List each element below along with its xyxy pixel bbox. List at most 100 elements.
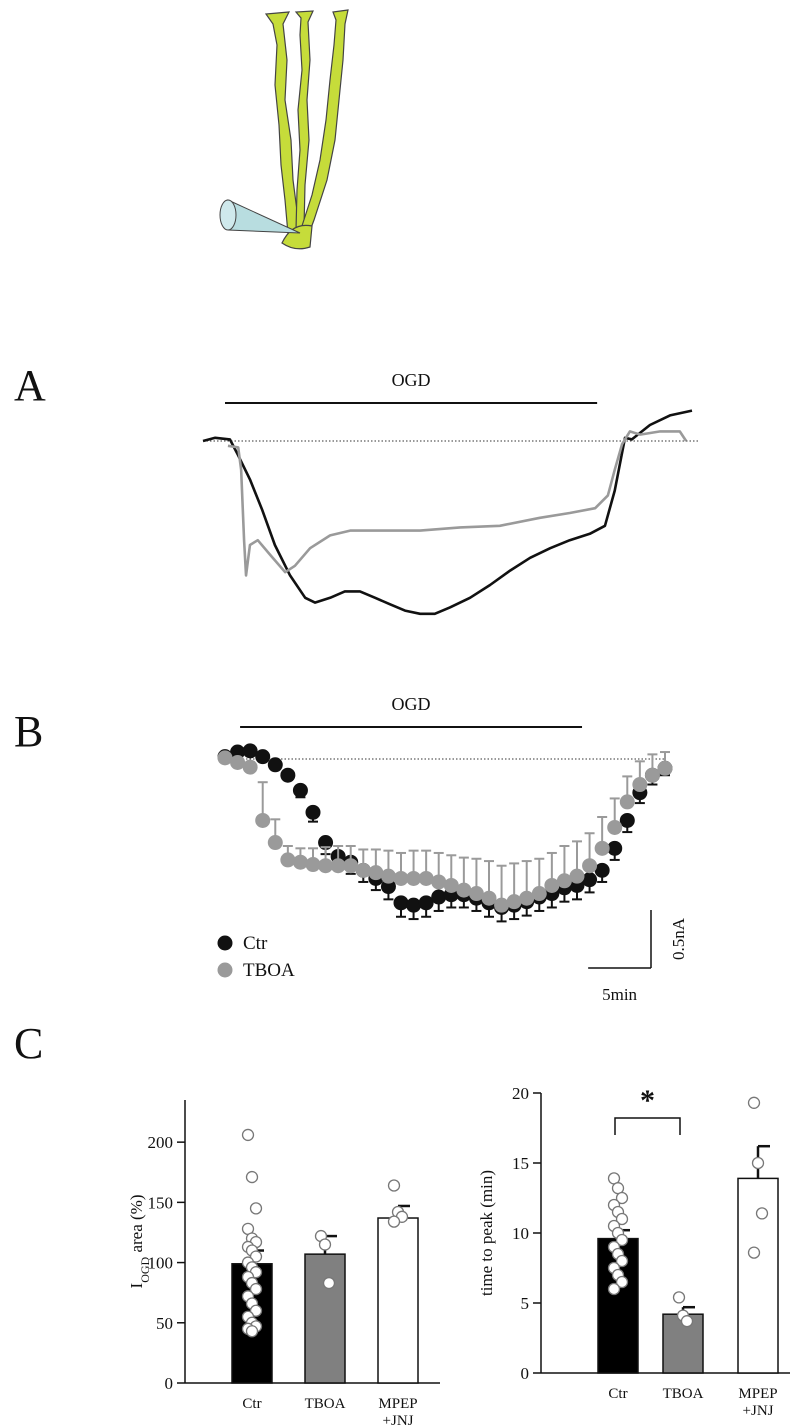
x-tick-label-line: +JNJ — [383, 1413, 414, 1428]
data-point — [322, 1276, 336, 1290]
data-point — [393, 870, 409, 886]
data-point — [607, 1282, 621, 1296]
pipette-opening — [219, 199, 237, 231]
data-point — [619, 794, 635, 810]
dendrite — [299, 9, 349, 237]
scale-bar-y-label: 0.5nA — [669, 917, 688, 960]
data-point — [456, 882, 472, 898]
data-point — [249, 1202, 263, 1215]
data-point — [544, 877, 560, 893]
legend-marker — [217, 935, 233, 951]
data-point — [632, 777, 648, 793]
data-point — [582, 858, 598, 874]
y-axis-label-part: area (%) — [127, 1195, 146, 1257]
y-axis-label-part: OGD — [138, 1256, 152, 1282]
data-point — [280, 767, 296, 783]
data-point — [569, 868, 585, 884]
y-tick-label: 200 — [148, 1133, 174, 1152]
data-point — [443, 877, 459, 893]
bar — [304, 1253, 346, 1384]
data-point — [217, 750, 233, 766]
data-point — [305, 857, 321, 873]
dendrite — [294, 10, 314, 231]
data-point — [393, 895, 409, 911]
data-point — [519, 890, 535, 906]
bar — [737, 1177, 779, 1374]
data-point — [406, 870, 422, 886]
x-tick-label-line: Ctr — [242, 1396, 261, 1412]
data-point — [267, 835, 283, 851]
neuron-illustration — [264, 9, 349, 250]
x-tick-label-line: MPEP — [378, 1396, 417, 1412]
y-tick-label: 0 — [165, 1374, 174, 1393]
legend-label: Ctr — [243, 933, 268, 954]
data-point — [242, 743, 258, 759]
panel-label: B — [14, 707, 43, 756]
legend-label: TBOA — [243, 960, 295, 981]
data-point — [672, 1291, 686, 1304]
data-point — [230, 744, 246, 760]
data-point — [607, 840, 623, 856]
ogd-label: OGD — [392, 370, 431, 390]
data-point — [594, 862, 610, 878]
y-tick-label: 100 — [148, 1254, 174, 1273]
data-point — [615, 1254, 629, 1268]
data-point — [751, 1156, 765, 1170]
legend-marker — [217, 962, 233, 978]
data-point — [615, 1233, 629, 1247]
y-axis-label-part: I — [127, 1282, 146, 1288]
data-point — [644, 767, 660, 783]
x-tick-label: TBOA — [663, 1386, 704, 1402]
trace — [227, 430, 688, 577]
y-tick-label: 10 — [512, 1224, 529, 1243]
y-axis-label: IOGD area (%) — [127, 1195, 152, 1289]
significance-bracket — [614, 1117, 681, 1135]
data-point — [418, 870, 434, 886]
data-point — [343, 858, 359, 874]
data-point — [380, 868, 396, 884]
data-point — [330, 858, 346, 874]
x-tick-label-line: TBOA — [663, 1386, 704, 1402]
trace — [202, 409, 693, 616]
data-point — [431, 874, 447, 890]
data-point — [494, 897, 510, 913]
data-point — [245, 1325, 259, 1338]
ogd-label: OGD — [392, 694, 431, 714]
data-point — [594, 840, 610, 856]
data-point — [615, 1191, 629, 1205]
data-point — [431, 889, 447, 905]
panel-label: A — [14, 361, 46, 410]
data-point — [680, 1315, 694, 1328]
data-point — [355, 862, 371, 878]
data-point — [249, 1304, 263, 1317]
x-tick-label: MPEP +JNJ — [378, 1396, 417, 1428]
data-point — [747, 1096, 761, 1109]
data-point — [615, 1275, 629, 1289]
scale-bar-x-label: 5min — [602, 985, 637, 1004]
data-point — [468, 886, 484, 902]
data-point — [582, 872, 598, 888]
data-point — [615, 1212, 629, 1226]
data-point — [619, 812, 635, 828]
y-tick-label: 150 — [148, 1193, 174, 1212]
x-tick-label: Ctr — [608, 1386, 627, 1402]
x-tick-label-line: TBOA — [305, 1396, 346, 1412]
panel-label: C — [14, 1019, 43, 1068]
dendrite — [264, 11, 300, 236]
x-tick-label-line: MPEP — [738, 1386, 777, 1402]
data-point — [249, 1282, 263, 1296]
bar — [377, 1217, 419, 1384]
data-point — [406, 897, 422, 913]
pipette — [219, 199, 301, 234]
data-point — [607, 819, 623, 835]
data-point — [531, 886, 547, 902]
y-tick-label: 20 — [512, 1084, 529, 1103]
data-point — [245, 1170, 259, 1184]
data-point — [241, 1128, 255, 1142]
x-tick-label-line: +JNJ — [743, 1403, 774, 1419]
data-point — [368, 865, 384, 881]
data-point — [249, 1250, 263, 1263]
data-point — [242, 759, 258, 775]
data-point — [255, 749, 271, 765]
data-point — [506, 894, 522, 910]
